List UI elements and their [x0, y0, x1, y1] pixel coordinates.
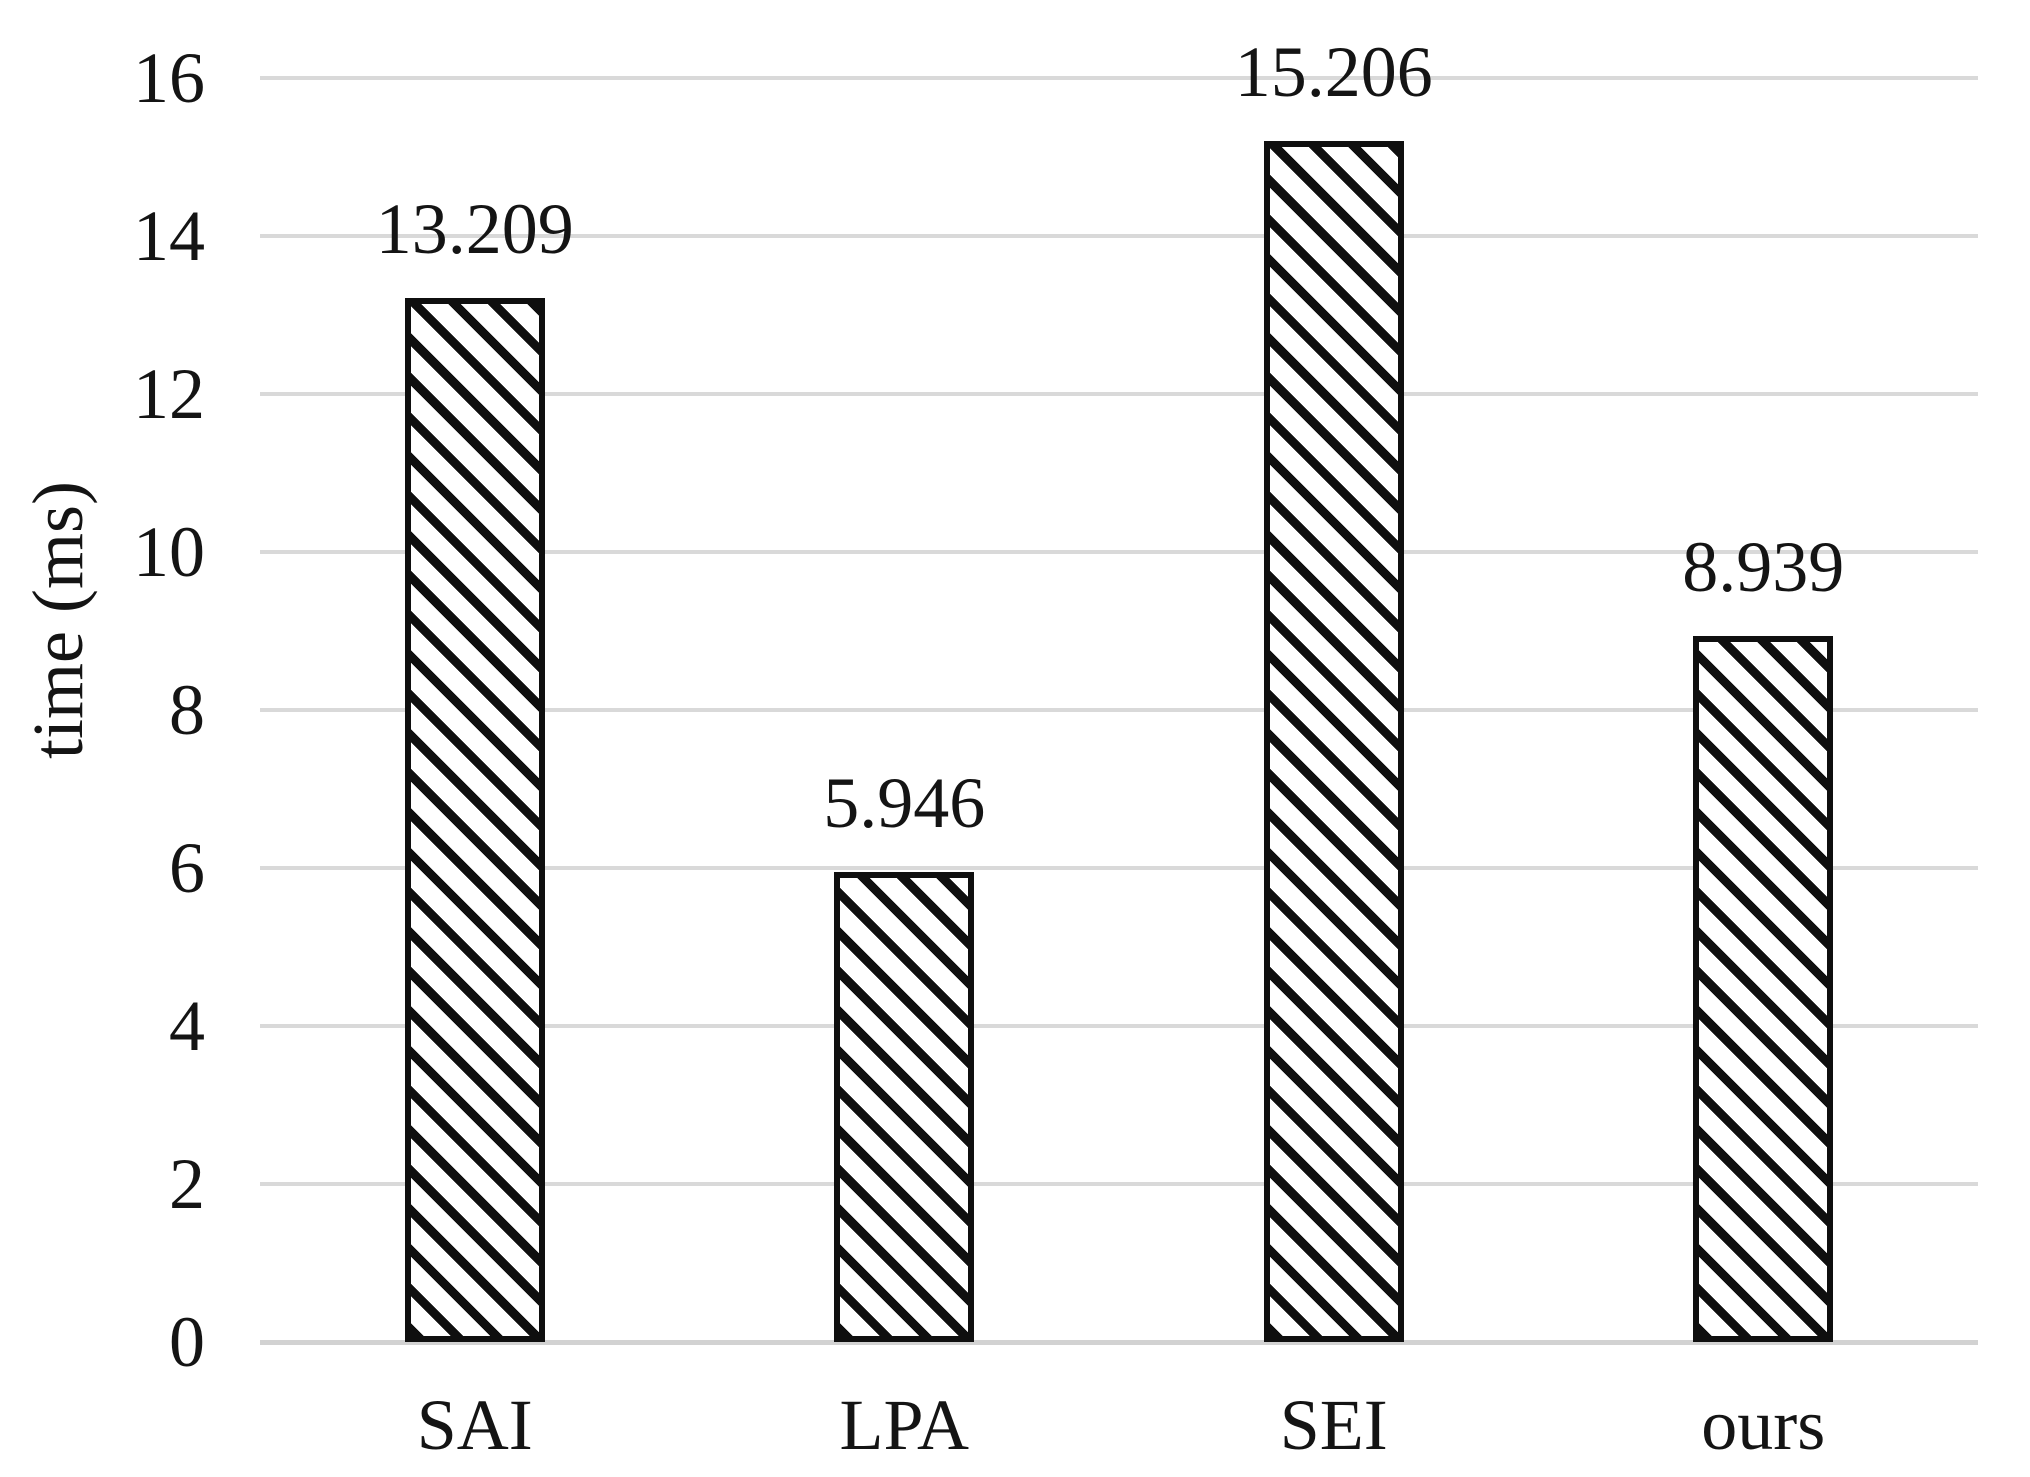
y-tick-label: 16 [133, 38, 205, 118]
value-label-LPA: 5.946 [823, 763, 986, 844]
y-tick-label: 10 [133, 512, 205, 592]
bar-SAI [404, 298, 545, 1342]
bar-LPA [834, 872, 975, 1342]
x-label-LPA: LPA [839, 1385, 969, 1465]
gridline [260, 76, 1978, 80]
y-tick-label: 8 [169, 670, 205, 750]
gridline [260, 708, 1978, 712]
y-tick-label: 14 [133, 196, 205, 276]
gridline [260, 1182, 1978, 1186]
gridline [260, 392, 1978, 396]
x-label-ours: ours [1701, 1385, 1826, 1465]
bar-SEI [1263, 140, 1404, 1342]
y-tick-label: 0 [169, 1302, 205, 1382]
x-label-SEI: SEI [1279, 1385, 1388, 1465]
value-label-SAI: 13.209 [375, 189, 574, 270]
gridline [260, 866, 1978, 870]
y-tick-label: 2 [169, 1144, 205, 1224]
y-tick-label: 6 [169, 828, 205, 908]
x-axis-baseline [260, 1340, 1978, 1345]
gridline [260, 234, 1978, 238]
y-tick-label: 12 [133, 354, 205, 434]
gridline [260, 1024, 1978, 1028]
value-label-SEI: 15.206 [1234, 31, 1433, 112]
x-label-SAI: SAI [416, 1385, 533, 1465]
bar-ours [1693, 635, 1834, 1342]
gridline [260, 550, 1978, 554]
value-label-ours: 8.939 [1682, 526, 1845, 607]
y-tick-label: 4 [169, 986, 205, 1066]
